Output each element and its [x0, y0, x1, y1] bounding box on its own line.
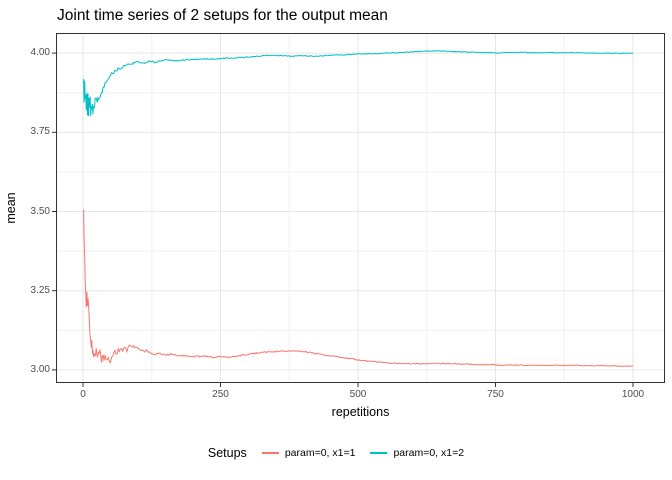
legend-item-setup2: param=0, x1=2 — [370, 447, 464, 459]
legend-key-line-setup2 — [370, 452, 388, 454]
legend-key-line-setup1 — [261, 452, 279, 454]
y-tick-label: 3.25 — [30, 284, 50, 296]
x-axis-title: repetitions — [331, 405, 390, 419]
legend-label-setup2: param=0, x1=2 — [393, 447, 465, 459]
x-tick-label: 1000 — [621, 389, 645, 400]
panel-border — [56, 33, 665, 383]
x-tick-label: 250 — [212, 389, 229, 400]
legend: Setups param=0, x1=1 param=0, x1=2 — [0, 442, 672, 464]
series-line-setup2 — [83, 50, 634, 117]
y-tick-label: 4.00 — [30, 47, 50, 59]
x-tick-label: 500 — [349, 389, 367, 400]
x-tick-label: 0 — [80, 389, 86, 400]
plot-title: Joint time series of 2 setups for the ou… — [57, 7, 388, 24]
legend-label-setup1: param=0, x1=1 — [284, 447, 356, 459]
y-tick-label: 3.00 — [30, 363, 50, 375]
x-tick-label: 750 — [487, 389, 504, 400]
y-tick-label: 3.50 — [30, 205, 50, 217]
y-axis-title: mean — [4, 192, 18, 224]
series-line-setup1 — [83, 209, 634, 368]
legend-item-setup1: param=0, x1=1 — [261, 447, 356, 459]
plot-canvas — [52, 33, 665, 387]
legend-title: Setups — [207, 446, 247, 460]
y-tick-label: 3.75 — [30, 126, 50, 138]
